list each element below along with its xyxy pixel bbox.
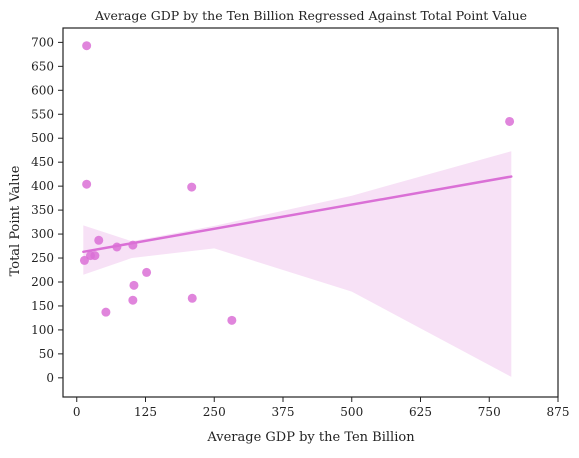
data-point: [82, 41, 92, 51]
y-tick-label: 700: [31, 35, 54, 49]
plot-content: [79, 41, 515, 377]
x-tick-label: 0: [73, 405, 81, 419]
data-point: [128, 295, 138, 305]
data-point: [505, 116, 515, 126]
data-point: [227, 315, 237, 325]
y-tick-label: 150: [31, 299, 54, 313]
x-tick-label: 500: [340, 405, 363, 419]
confidence-band: [83, 151, 512, 377]
x-axis-label: Average GDP by the Ten Billion: [206, 430, 415, 445]
y-tick-label: 300: [31, 227, 54, 241]
y-tick-label: 500: [31, 131, 54, 145]
data-point: [82, 179, 92, 189]
plot-frame: [62, 27, 559, 398]
data-point: [142, 267, 152, 277]
data-point: [101, 307, 111, 317]
y-tick-label: 550: [31, 107, 54, 121]
y-tick-label: 100: [31, 323, 54, 337]
y-tick-label: 350: [31, 203, 54, 217]
data-point: [187, 182, 197, 192]
y-axis-label: Total Point Value: [8, 165, 23, 276]
data-point: [128, 240, 138, 250]
y-tick-label: 650: [31, 59, 54, 73]
y-tick-label: 50: [39, 347, 54, 361]
data-point: [79, 255, 89, 265]
y-tick-label: 600: [31, 83, 54, 97]
axes: 0 125 250 375 500 625 750 875 0 50 100 150 200 250 300…: [31, 27, 570, 419]
x-tick-label: 625: [409, 405, 432, 419]
y-tick-label: 200: [31, 275, 54, 289]
data-point: [129, 280, 139, 290]
chart-title: Average GDP by the Ten Billion Regressed…: [94, 8, 527, 23]
x-tick-label: 875: [547, 405, 570, 419]
y-tick-label: 450: [31, 155, 54, 169]
x-tick-label: 125: [134, 405, 157, 419]
y-tick-label: 0: [46, 371, 54, 385]
data-point: [112, 242, 122, 252]
x-tick-label: 250: [203, 405, 226, 419]
x-tick-label: 375: [272, 405, 295, 419]
x-tick-label: 750: [478, 405, 501, 419]
regression-line: [82, 175, 513, 254]
y-tick-label: 400: [31, 179, 54, 193]
data-point: [90, 251, 100, 261]
y-tick-label: 250: [31, 251, 54, 265]
data-point: [187, 293, 197, 303]
data-point: [94, 235, 104, 245]
